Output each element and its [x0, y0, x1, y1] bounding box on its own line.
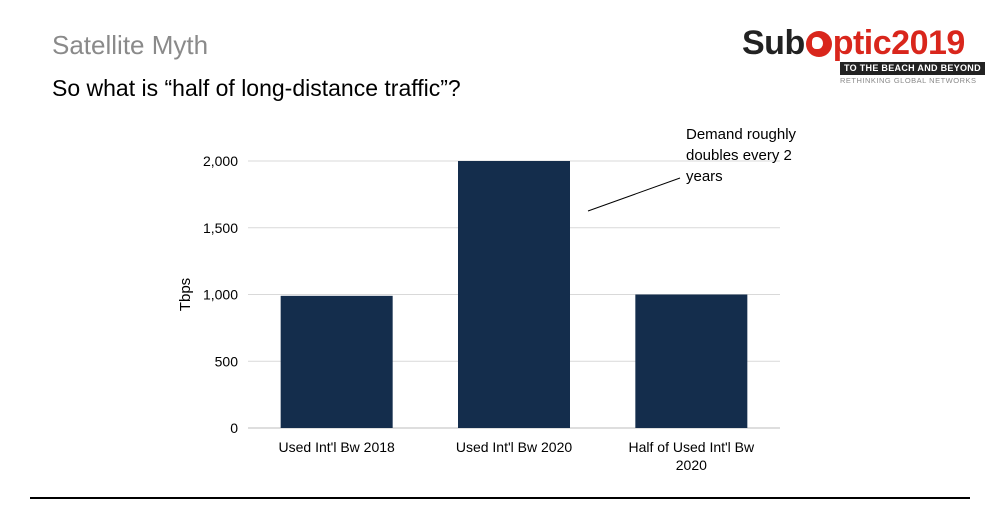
- y-tick-label: 1,000: [203, 287, 238, 303]
- bar: [280, 295, 393, 428]
- y-tick-label: 0: [230, 420, 238, 436]
- y-tick-label: 1,500: [203, 220, 238, 236]
- bars: [280, 161, 748, 428]
- x-tick-label: Used Int'l Bw 2018: [279, 439, 396, 455]
- x-axis-ticks: Used Int'l Bw 2018 Used Int'l Bw 2020 Half…: [279, 439, 756, 473]
- x-tick-label-line: Half of Used Int'l Bw: [629, 439, 756, 455]
- annotation-text: Demand roughly doubles every 2 years: [686, 126, 797, 185]
- x-tick-label-line: Used Int'l Bw 2020: [456, 439, 573, 455]
- bottom-divider: [30, 497, 970, 499]
- annotation-line: years: [686, 168, 723, 185]
- x-tick-label: Used Int'l Bw 2020: [456, 439, 573, 455]
- x-tick-label-line: 2020: [676, 457, 707, 473]
- logo-wordmark: Sub ptic2019: [742, 24, 965, 62]
- y-tick-label: 500: [215, 353, 239, 369]
- annotation-line: Demand roughly: [686, 126, 797, 143]
- bar: [458, 161, 570, 428]
- suboptic-logo: Sub ptic2019 TO THE BEACH AND BEYOND RETH…: [742, 24, 985, 90]
- bar: [635, 294, 748, 428]
- logo-wordmark-sub: Sub: [742, 24, 805, 62]
- logo-wordmark-year: 2019: [891, 24, 965, 62]
- logo-tagline: TO THE BEACH AND BEYOND: [840, 62, 985, 75]
- y-axis-ticks: 0 500 1,000 1,500 2,000: [203, 153, 238, 436]
- globe-icon: [805, 31, 832, 57]
- y-axis-title: Tbps: [177, 278, 194, 311]
- section-title: Satellite Myth: [52, 30, 209, 60]
- logo-subtagline: RETHINKING GLOBAL NETWORKS: [840, 76, 977, 85]
- annotation-leader-line: [587, 177, 681, 212]
- slide-headline: So what is “half of long-distance traffi…: [52, 75, 461, 101]
- y-tick-label: 2,000: [203, 153, 238, 169]
- logo-wordmark-ptic: ptic: [832, 24, 892, 62]
- x-tick-label: Half of Used Int'l Bw 2020: [629, 439, 756, 473]
- annotation-line: doubles every 2: [686, 147, 792, 164]
- x-tick-label-line: Used Int'l Bw 2018: [279, 439, 396, 455]
